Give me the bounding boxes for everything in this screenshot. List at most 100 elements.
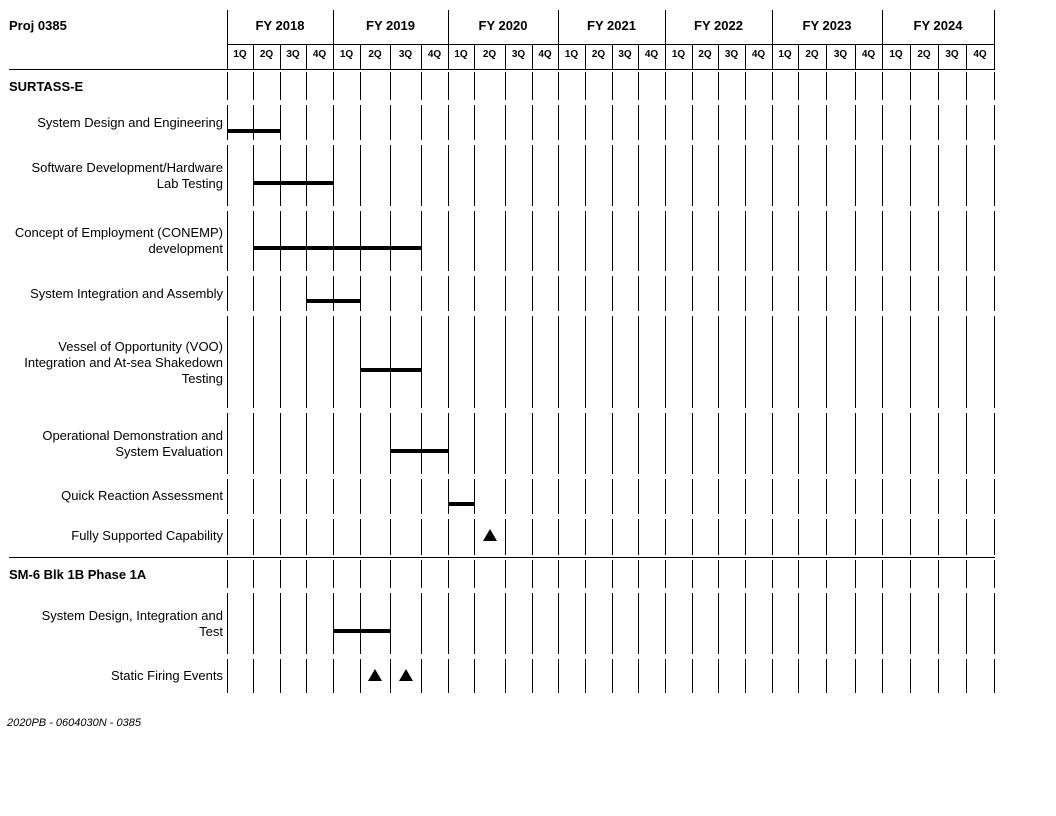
grid-line	[966, 105, 967, 140]
fiscal-year-header: FY 2024	[913, 18, 963, 33]
grid-line	[910, 316, 911, 408]
grid-line	[558, 145, 559, 206]
grid-line	[966, 72, 967, 100]
grid-line	[938, 145, 939, 206]
quarter-divider	[772, 44, 773, 69]
grid-line	[306, 145, 307, 206]
grid-line	[665, 560, 666, 588]
task-label: Test	[199, 624, 223, 639]
grid-line	[665, 413, 666, 474]
grid-line	[772, 105, 773, 140]
grid-line	[585, 659, 586, 693]
grid-line	[558, 659, 559, 693]
grid-line	[826, 145, 827, 206]
year-divider	[772, 10, 773, 44]
grid-line	[798, 593, 799, 654]
grid-line	[638, 479, 639, 514]
grid-line	[798, 145, 799, 206]
grid-line	[505, 560, 506, 588]
quarter-divider	[280, 44, 281, 69]
grid-line	[390, 413, 391, 474]
grid-line	[421, 519, 422, 555]
grid-line	[638, 593, 639, 654]
grid-line	[390, 145, 391, 206]
grid-line	[938, 316, 939, 408]
grid-line	[333, 659, 334, 693]
grid-line	[333, 593, 334, 654]
grid-line	[772, 413, 773, 474]
schedule-bar	[306, 299, 361, 303]
task-label: System Integration and Assembly	[30, 286, 223, 301]
grid-line	[227, 211, 228, 271]
quarter-divider	[910, 44, 911, 69]
grid-line	[882, 276, 883, 311]
grid-line	[910, 659, 911, 693]
grid-line	[855, 593, 856, 654]
quarter-divider	[390, 44, 391, 69]
grid-line	[448, 211, 449, 271]
grid-line	[612, 276, 613, 311]
grid-line	[910, 560, 911, 588]
grid-line	[882, 479, 883, 514]
grid-line	[692, 211, 693, 271]
grid-line	[966, 593, 967, 654]
task-label: Quick Reaction Assessment	[61, 488, 223, 503]
grid-line	[558, 519, 559, 555]
grid-line	[772, 659, 773, 693]
grid-line	[280, 105, 281, 140]
grid-line	[612, 105, 613, 140]
quarter-label: 3Q	[945, 49, 959, 60]
grid-line	[360, 413, 361, 474]
schedule-bar	[253, 246, 422, 250]
grid-line	[333, 316, 334, 408]
task-label: System Evaluation	[115, 444, 223, 459]
grid-line	[558, 479, 559, 514]
grid-line	[227, 560, 228, 588]
grid-line	[474, 72, 475, 100]
quarter-divider	[798, 44, 799, 69]
grid-line	[638, 211, 639, 271]
grid-line	[280, 659, 281, 693]
grid-line	[772, 72, 773, 100]
grid-line	[692, 519, 693, 555]
grid-line	[612, 593, 613, 654]
grid-line	[994, 145, 995, 206]
grid-line	[938, 276, 939, 311]
grid-line	[938, 659, 939, 693]
quarter-divider	[474, 44, 475, 69]
grid-line	[360, 659, 361, 693]
grid-line	[505, 276, 506, 311]
grid-line	[227, 659, 228, 693]
grid-line	[505, 519, 506, 555]
grid-line	[390, 560, 391, 588]
quarter-divider	[826, 44, 827, 69]
year-divider	[558, 10, 559, 44]
grid-line	[855, 316, 856, 408]
quarter-divider	[421, 44, 422, 69]
year-divider	[227, 10, 228, 44]
quarter-label: 2Q	[591, 49, 606, 60]
grid-line	[421, 659, 422, 693]
grid-line	[558, 211, 559, 271]
quarter-divider	[306, 44, 307, 69]
grid-line	[390, 593, 391, 654]
grid-line	[826, 105, 827, 140]
grid-line	[333, 413, 334, 474]
grid-line	[280, 316, 281, 408]
grid-line	[638, 659, 639, 693]
grid-line	[665, 211, 666, 271]
grid-line	[532, 593, 533, 654]
grid-line	[745, 72, 746, 100]
grid-line	[532, 413, 533, 474]
quarter-divider	[333, 44, 334, 69]
grid-line	[826, 659, 827, 693]
grid-line	[692, 316, 693, 408]
grid-line	[882, 72, 883, 100]
quarter-label: 4Q	[427, 49, 442, 60]
quarter-label: 2Q	[482, 49, 497, 60]
grid-line	[390, 105, 391, 140]
grid-line	[882, 519, 883, 555]
grid-line	[505, 479, 506, 514]
schedule-bar	[448, 502, 475, 506]
grid-line	[585, 276, 586, 311]
